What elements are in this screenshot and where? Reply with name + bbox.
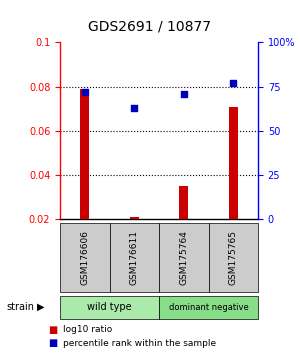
Point (132, 105, 137, 111)
Point (182, 91, 186, 97)
Text: GDS2691 / 10877: GDS2691 / 10877 (88, 19, 212, 34)
Text: GSM175764: GSM175764 (179, 230, 188, 285)
Point (82, 89, 87, 95)
Text: wild type: wild type (87, 302, 132, 312)
Text: ▶: ▶ (37, 302, 44, 312)
Point (231, 80, 236, 86)
Bar (179, 186, 188, 219)
Text: GSM176611: GSM176611 (130, 230, 139, 285)
Bar (80, 89, 89, 219)
Bar (229, 107, 238, 219)
Bar (130, 217, 139, 219)
Text: strain: strain (6, 302, 34, 312)
Text: ■: ■ (48, 325, 57, 335)
Text: ■: ■ (48, 338, 57, 348)
Text: GSM176606: GSM176606 (80, 230, 89, 285)
Text: percentile rank within the sample: percentile rank within the sample (63, 339, 216, 348)
Text: GSM175765: GSM175765 (229, 230, 238, 285)
Text: log10 ratio: log10 ratio (63, 325, 112, 335)
Text: dominant negative: dominant negative (169, 303, 248, 312)
